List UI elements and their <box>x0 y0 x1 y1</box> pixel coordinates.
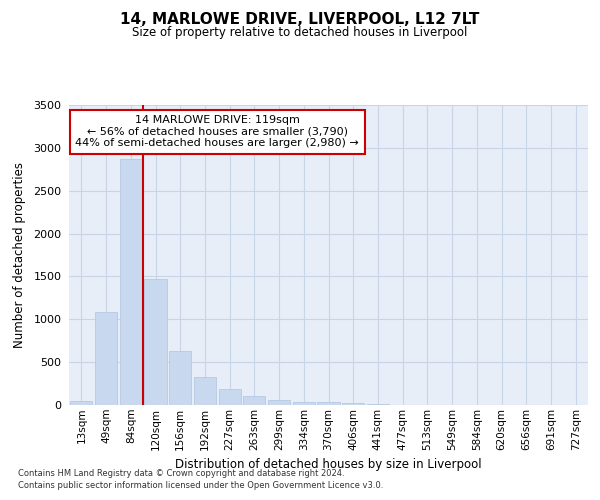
Bar <box>367 404 389 405</box>
Bar <box>317 402 340 405</box>
Bar <box>218 389 241 405</box>
Bar <box>119 159 142 405</box>
Bar <box>293 402 315 405</box>
Bar <box>342 404 364 405</box>
Text: Contains public sector information licensed under the Open Government Licence v3: Contains public sector information licen… <box>18 480 383 490</box>
Text: Contains HM Land Registry data © Crown copyright and database right 2024.: Contains HM Land Registry data © Crown c… <box>18 469 344 478</box>
Bar <box>194 377 216 405</box>
Bar <box>145 279 167 405</box>
Bar <box>95 312 117 405</box>
Text: 14, MARLOWE DRIVE, LIVERPOOL, L12 7LT: 14, MARLOWE DRIVE, LIVERPOOL, L12 7LT <box>121 12 479 28</box>
Text: Size of property relative to detached houses in Liverpool: Size of property relative to detached ho… <box>133 26 467 39</box>
Y-axis label: Number of detached properties: Number of detached properties <box>13 162 26 348</box>
Text: 14 MARLOWE DRIVE: 119sqm
← 56% of detached houses are smaller (3,790)
44% of sem: 14 MARLOWE DRIVE: 119sqm ← 56% of detach… <box>76 116 359 148</box>
Bar <box>243 396 265 405</box>
Bar <box>268 400 290 405</box>
X-axis label: Distribution of detached houses by size in Liverpool: Distribution of detached houses by size … <box>175 458 482 471</box>
Bar <box>169 350 191 405</box>
Bar <box>70 400 92 405</box>
